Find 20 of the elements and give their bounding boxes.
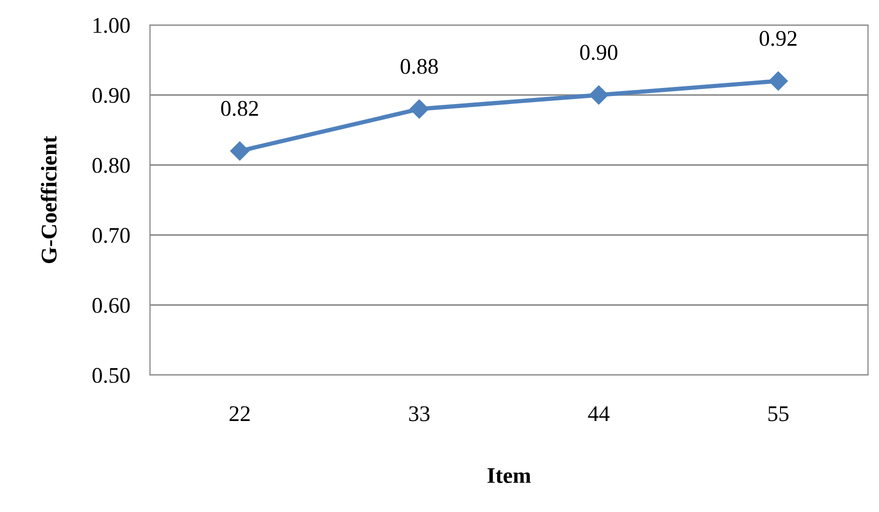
- y-tick-label: 0.90: [92, 88, 130, 104]
- x-tick-label: 44: [588, 406, 610, 421]
- y-axis-title: G-Coefficient: [40, 136, 57, 264]
- x-tick-label: 22: [230, 406, 250, 421]
- y-tick-label: 1.00: [94, 18, 130, 34]
- data-label: 0.90: [580, 44, 618, 60]
- y-tick-label: 0.60: [92, 298, 130, 314]
- point: [230, 141, 250, 161]
- x-tick-label: 33: [409, 406, 430, 422]
- x-axis-title: Item: [488, 468, 531, 484]
- point: [410, 99, 429, 119]
- data-label: 0.92: [760, 30, 796, 46]
- y-tick-label: 0.50: [92, 368, 130, 384]
- x-tick-label: 55: [768, 406, 788, 422]
- data-label: 0.82: [221, 100, 258, 116]
- y-tick-label: 0.70: [92, 228, 130, 244]
- point: [589, 85, 608, 105]
- data-label: 0.88: [400, 58, 438, 74]
- point: [768, 71, 788, 91]
- y-tick-label: 0.80: [92, 158, 130, 174]
